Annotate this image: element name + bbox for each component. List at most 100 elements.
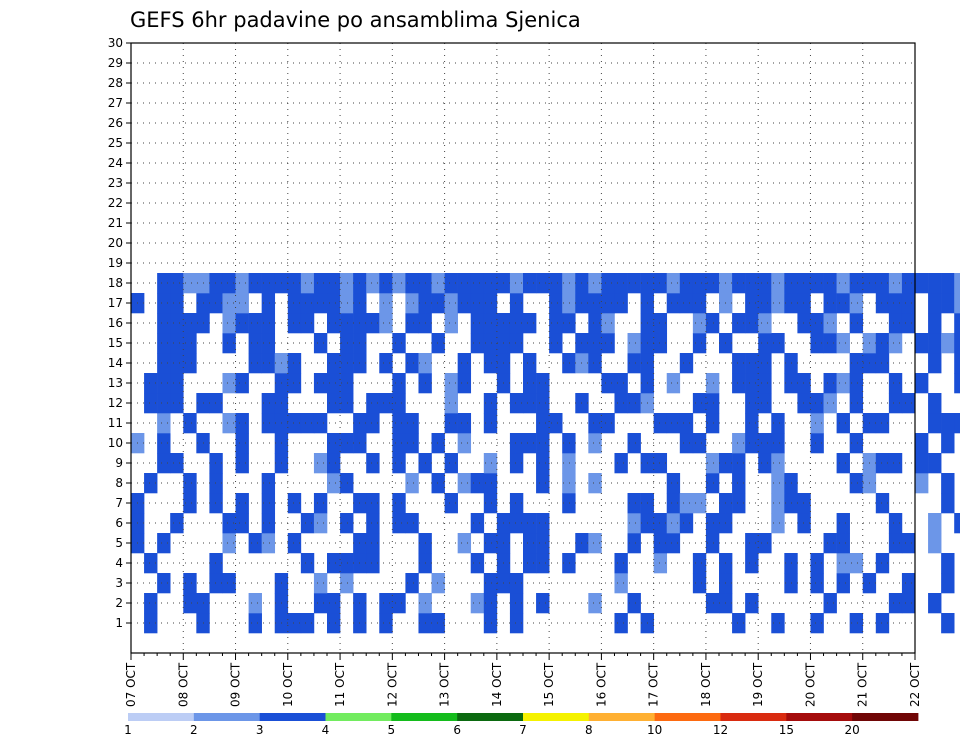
precip-cell <box>144 553 158 574</box>
precip-cell <box>836 413 850 434</box>
precip-cell <box>405 313 419 334</box>
colorbar-swatch <box>457 713 524 721</box>
precip-cell <box>915 333 929 354</box>
x-tick-label: 14 OCT <box>490 662 504 707</box>
precip-cell <box>758 273 772 294</box>
precip-cell <box>549 293 563 314</box>
precip-cell <box>313 273 328 294</box>
precip-cell <box>954 293 960 314</box>
x-tick-label: 19 OCT <box>751 662 765 707</box>
precip-cell <box>627 593 641 614</box>
precip-cell <box>536 273 550 294</box>
precip-cell <box>235 373 249 394</box>
precip-cell <box>810 433 824 454</box>
chart-title: GEFS 6hr padavine po ansamblima Sjenica <box>130 8 581 32</box>
x-tick-label: 16 OCT <box>594 662 608 707</box>
precip-cell <box>313 413 328 434</box>
precip-cell <box>261 513 276 534</box>
precip-cell <box>679 433 694 454</box>
precip-cell <box>666 533 681 554</box>
precip-cell <box>248 273 262 294</box>
precip-cell <box>732 453 746 474</box>
precip-cell <box>523 353 537 374</box>
precip-cell <box>340 513 354 534</box>
precip-cell <box>405 513 419 534</box>
colorbar-swatch <box>654 713 721 721</box>
precip-cell <box>732 353 746 374</box>
precip-cell <box>562 473 576 494</box>
precip-cell <box>327 553 341 574</box>
precip-cell <box>222 313 236 334</box>
precip-cell <box>614 573 628 594</box>
precip-cell <box>300 513 315 534</box>
precip-cell <box>483 453 498 474</box>
precip-cell <box>666 373 681 394</box>
precip-cell <box>549 313 563 334</box>
x-tick-label: 08 OCT <box>176 662 190 707</box>
x-tick-label: 20 OCT <box>803 662 817 707</box>
precip-cell <box>679 413 694 434</box>
precip-cell <box>157 353 171 374</box>
precip-cell <box>144 393 158 414</box>
precip-cell <box>928 513 942 534</box>
precip-cell <box>183 273 197 294</box>
precip-cell <box>431 433 445 454</box>
precip-cell <box>941 613 955 634</box>
precip-cell <box>157 533 171 554</box>
precip-cell <box>483 353 498 374</box>
colorbar-label: 6 <box>453 723 461 737</box>
precip-cell <box>941 553 955 574</box>
precip-cell <box>732 473 746 494</box>
precip-cell <box>483 473 498 494</box>
precip-cell <box>170 393 184 414</box>
precip-cell <box>457 353 472 374</box>
precip-cell <box>509 433 524 454</box>
precip-cell <box>457 293 472 314</box>
colorbar-label: 1 <box>124 723 132 737</box>
precip-cell <box>588 533 602 554</box>
precip-cell <box>509 313 524 334</box>
precip-cell <box>444 373 458 394</box>
precip-cell <box>235 513 249 534</box>
colorbar-swatch <box>391 713 458 721</box>
precip-cell <box>745 433 759 454</box>
precip-cell <box>941 413 955 434</box>
precip-cell <box>157 573 171 594</box>
precip-cell <box>509 333 524 354</box>
precip-cell <box>797 293 811 314</box>
precip-cell <box>392 493 406 514</box>
precip-cell <box>666 273 681 294</box>
precip-cell <box>653 533 668 554</box>
precip-cell <box>366 313 380 334</box>
precip-cell <box>875 453 890 474</box>
colorbar: 1 2 3 4 5 6 7 8 10 12 15 20 <box>124 713 919 737</box>
precip-cell <box>170 273 184 294</box>
precip-cell <box>823 533 837 554</box>
precip-cell <box>457 433 472 454</box>
precip-cell <box>235 293 249 314</box>
precip-cell <box>392 373 406 394</box>
precip-cell <box>300 613 315 634</box>
precip-cell <box>758 293 772 314</box>
precip-cell <box>261 333 276 354</box>
precip-cell <box>901 533 916 554</box>
precip-cell <box>601 413 615 434</box>
precip-cell <box>327 473 341 494</box>
y-tick-label: 15 <box>108 336 123 350</box>
precip-cell <box>287 613 302 634</box>
precip-cell <box>915 453 929 474</box>
precip-cell <box>509 593 524 614</box>
precip-cell <box>588 293 602 314</box>
precip-cell <box>849 273 864 294</box>
precip-cell <box>915 473 929 494</box>
y-tick-label: 1 <box>115 616 123 630</box>
precip-cell <box>888 533 903 554</box>
precip-cell <box>157 313 171 334</box>
precip-cell <box>745 373 759 394</box>
precip-cell <box>379 593 393 614</box>
precip-cell <box>261 533 276 554</box>
precip-cell <box>562 493 576 514</box>
precip-cell <box>222 513 236 534</box>
precip-cell <box>745 293 759 314</box>
precip-cell <box>392 513 406 534</box>
